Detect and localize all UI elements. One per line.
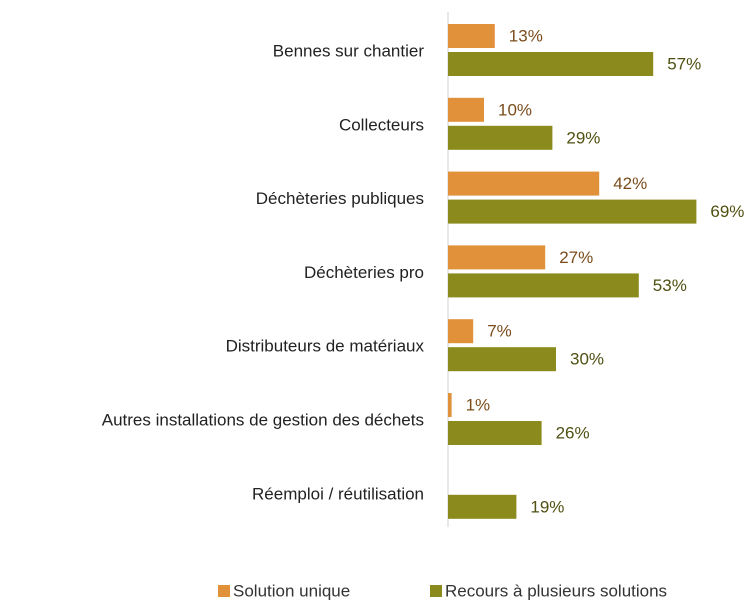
bar [448, 199, 697, 224]
bar [448, 245, 546, 270]
value-label: 69% [710, 202, 744, 221]
bar [448, 24, 495, 48]
value-label: 7% [487, 322, 512, 341]
bar [448, 125, 553, 150]
bar [448, 171, 600, 196]
value-label: 19% [530, 497, 564, 516]
value-label: 53% [653, 276, 687, 295]
bar [448, 393, 452, 417]
category-label: Collecteurs [339, 115, 424, 134]
bar [448, 494, 517, 519]
category-label: Distributeurs de matériaux [226, 337, 425, 356]
value-label: 57% [667, 54, 701, 73]
value-label: 1% [466, 395, 491, 414]
value-label: 26% [556, 423, 590, 442]
value-label: 10% [498, 100, 532, 119]
value-label: 30% [570, 350, 604, 369]
category-label: Autres installations de gestion des déch… [102, 410, 424, 429]
category-label: Déchèteries publiques [256, 189, 424, 208]
value-label: 42% [613, 174, 647, 193]
bar [448, 273, 639, 298]
legend-label: Solution unique [233, 581, 350, 600]
category-label: Déchèteries pro [304, 263, 424, 282]
value-label: 13% [509, 26, 543, 45]
bar [448, 97, 484, 122]
legend-swatch [430, 585, 442, 597]
category-label: Bennes sur chantier [273, 41, 425, 60]
bar [448, 347, 556, 372]
bar [448, 319, 474, 344]
value-label: 29% [566, 128, 600, 147]
bar [448, 421, 542, 445]
legend-label: Recours à plusieurs solutions [445, 581, 667, 600]
value-label: 27% [559, 248, 593, 267]
legend-swatch [218, 585, 230, 597]
category-label: Réemploi / réutilisation [252, 484, 424, 503]
bar [448, 52, 654, 76]
